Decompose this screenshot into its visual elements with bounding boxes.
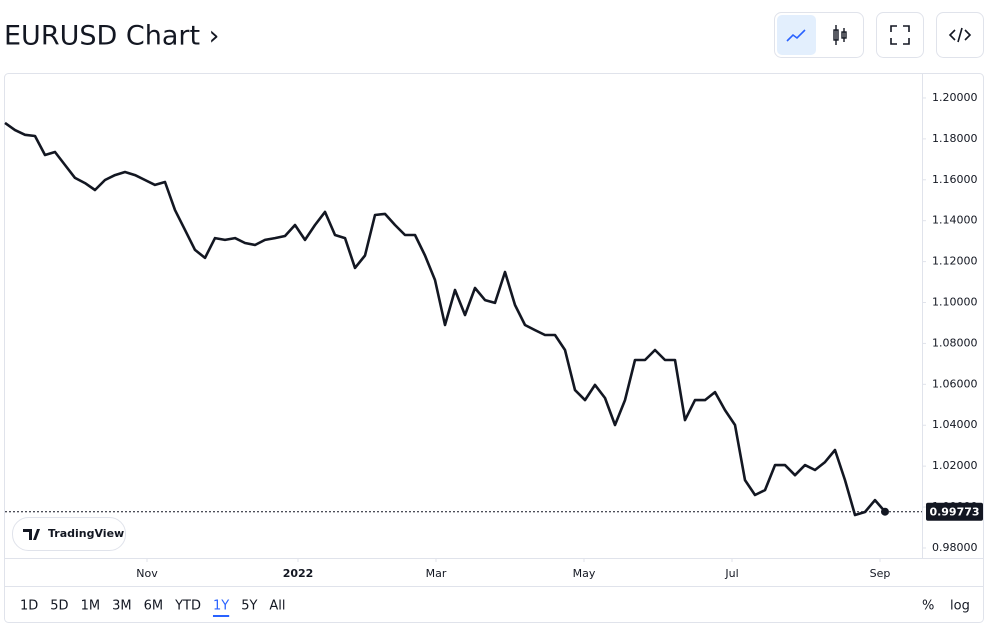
range-button[interactable]: 5Y (241, 599, 257, 614)
range-button[interactable]: 1Y (213, 599, 229, 614)
scale-button[interactable]: % (922, 599, 934, 614)
y-tick-label: 1.02000 (932, 459, 978, 472)
candle-icon[interactable] (833, 25, 847, 45)
range-button[interactable]: YTD (174, 599, 201, 614)
range-button[interactable]: 6M (144, 599, 164, 614)
chart-frame (4, 73, 984, 623)
y-tick-label: 1.08000 (932, 336, 978, 349)
y-tick-label: 1.16000 (932, 173, 978, 186)
range-button[interactable]: 1M (81, 599, 101, 614)
y-tick-label: 1.18000 (932, 132, 978, 145)
last-price-dot (881, 507, 889, 516)
fullscreen-icon (890, 25, 910, 45)
scale-button[interactable]: log (950, 599, 970, 614)
price-line (4, 121, 886, 517)
range-button[interactable]: 3M (112, 599, 132, 614)
x-tick-label: Jul (724, 567, 738, 580)
x-tick-label: May (573, 567, 596, 580)
x-tick-label: Mar (426, 567, 447, 580)
embed-icon (948, 27, 972, 43)
y-tick-label: 1.12000 (932, 255, 978, 268)
y-tick-label: 1.06000 (932, 377, 978, 390)
x-tick-label: 2022 (283, 567, 314, 580)
range-button[interactable]: 5D (50, 599, 68, 614)
logo-badge[interactable] (12, 517, 126, 551)
y-tick-label: 1.14000 (932, 214, 978, 227)
fullscreen-button[interactable] (876, 12, 924, 58)
line-style-button[interactable] (777, 15, 816, 55)
range-button[interactable]: All (269, 599, 285, 614)
last-price-badge (926, 502, 983, 521)
logo-icon (23, 529, 40, 540)
x-tick-label: Sep (870, 567, 891, 580)
x-tick-label: Nov (136, 567, 158, 580)
y-tick-label: 1.10000 (932, 296, 978, 309)
y-tick-label: 1.20000 (932, 91, 978, 104)
y-tick-label: 0.98000 (932, 541, 978, 554)
last-price-label: 0.99773 (929, 506, 979, 519)
y-tick-label: 1.04000 (932, 418, 978, 431)
chart-title[interactable]: EURUSD Chart › (4, 21, 219, 52)
line-icon (786, 29, 806, 42)
range-button[interactable]: 1D (20, 599, 38, 614)
logo-text: TradingView (48, 527, 124, 540)
